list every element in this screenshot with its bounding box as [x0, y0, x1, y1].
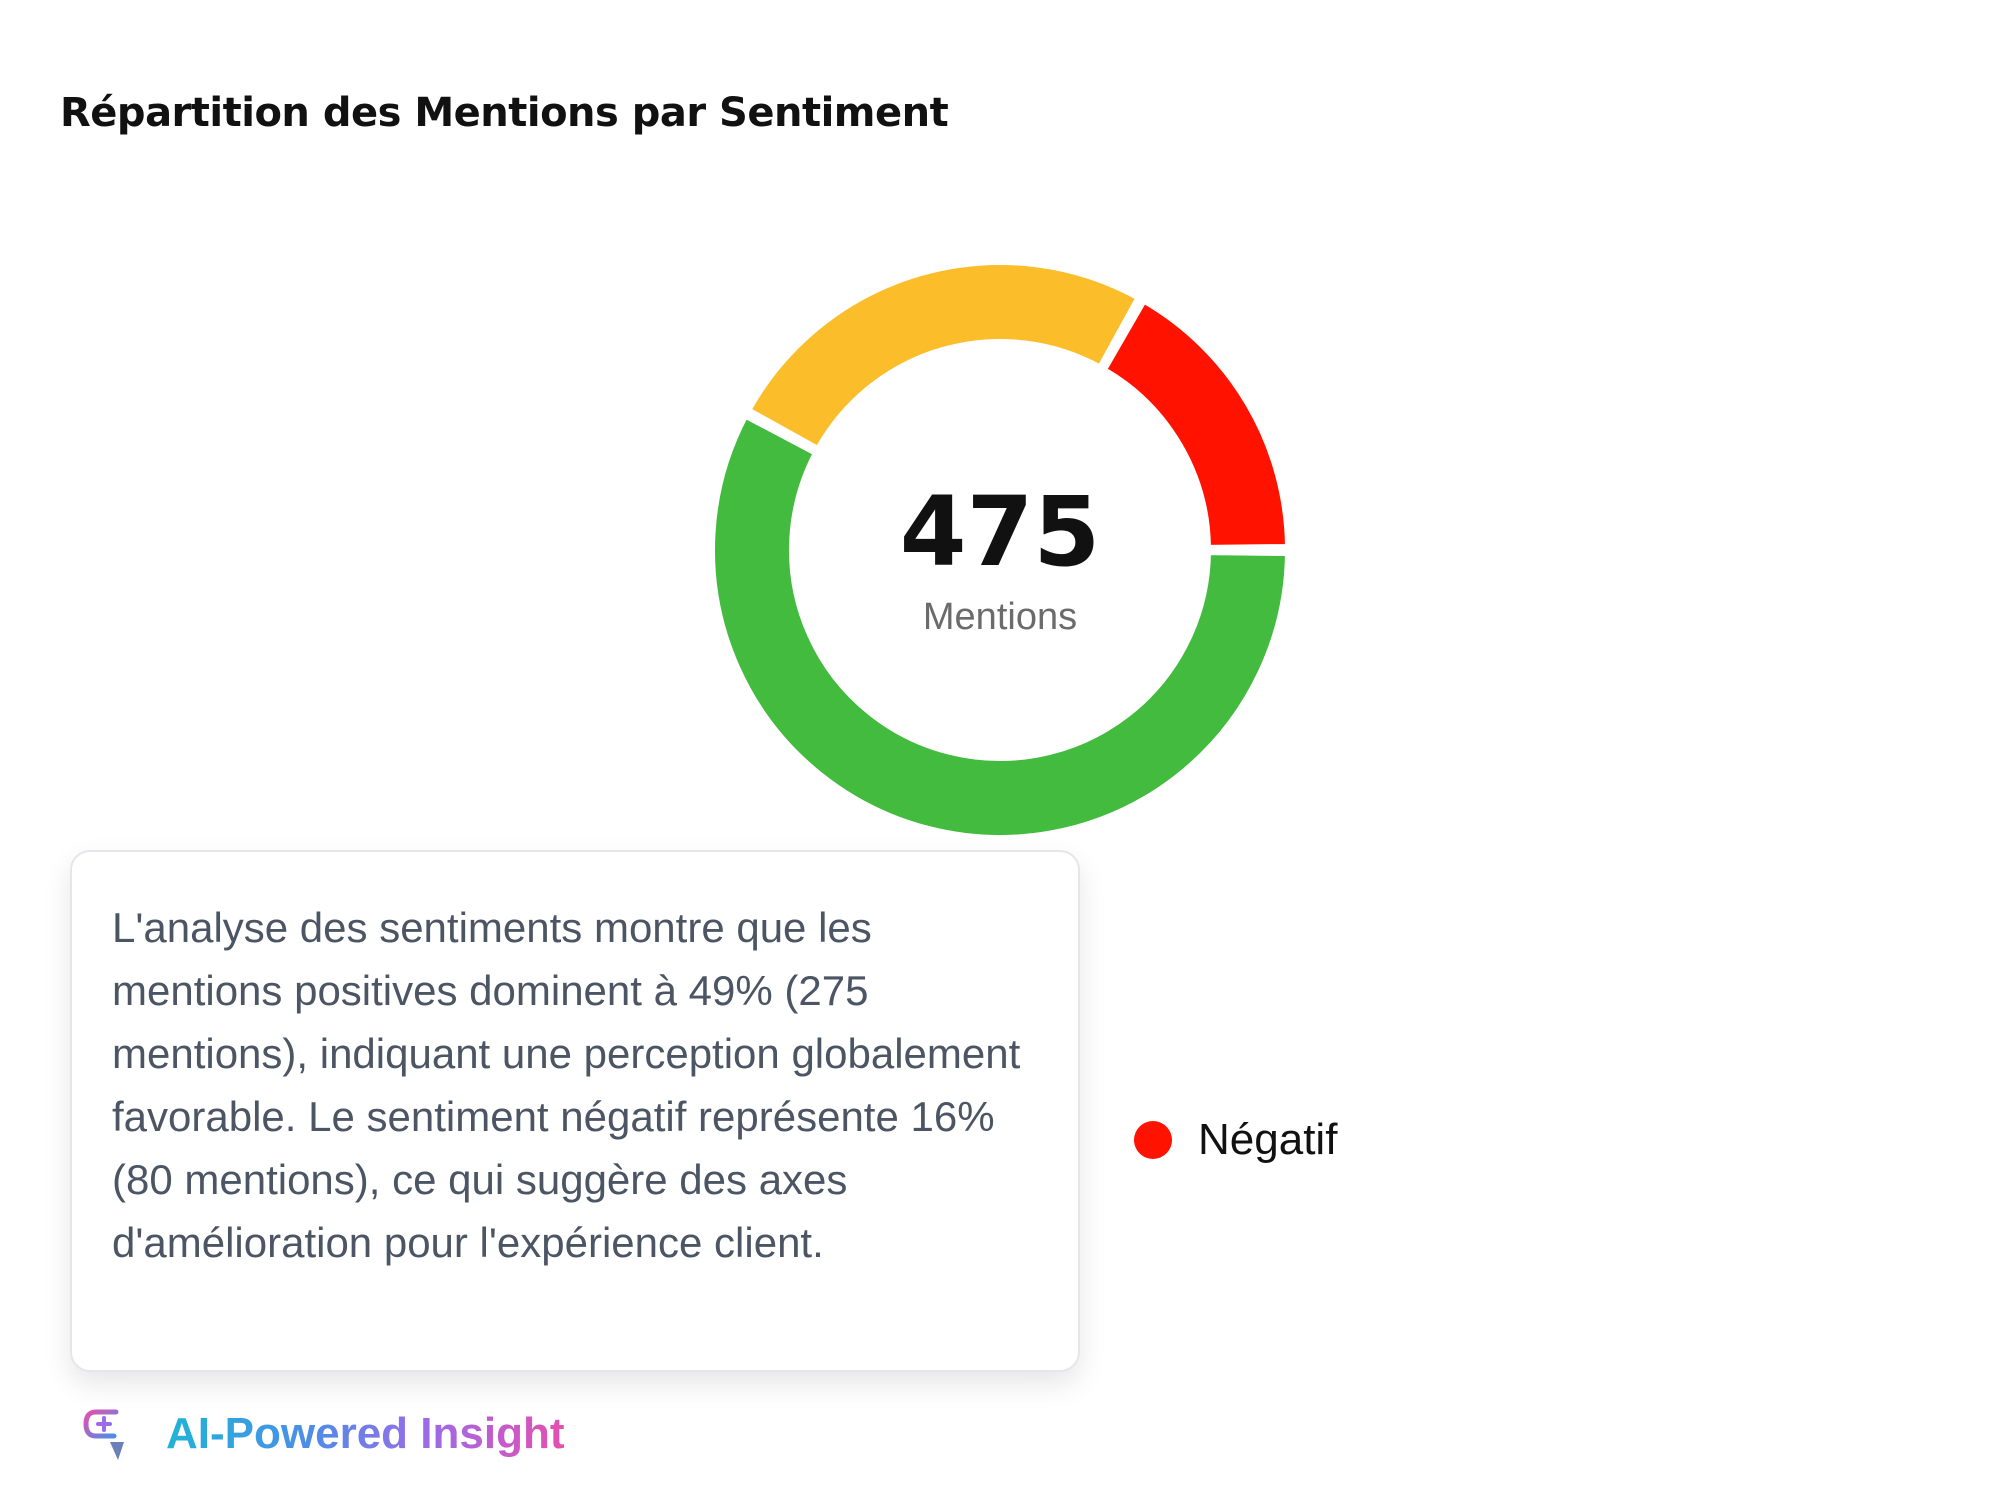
ai-insight-label: AI-Powered Insight — [166, 1409, 565, 1458]
insight-tooltip: L'analyse des sentiments montre que les … — [70, 850, 1080, 1372]
ai-insight-trigger[interactable]: AI-Powered Insight — [80, 1398, 564, 1470]
donut-chart: 475 Mentions — [700, 250, 1300, 850]
total-mentions-label: Mentions — [922, 596, 1078, 638]
legend-dot — [1134, 1121, 1172, 1159]
insight-tooltip-text: L'analyse des sentiments montre que les … — [112, 904, 1021, 1266]
donut-slice-positive[interactable] — [709, 412, 1291, 841]
legend-label: Négatif — [1198, 1115, 1338, 1164]
donut-svg — [709, 259, 1291, 841]
chart-title: Répartition des Mentions par Sentiment — [60, 90, 949, 136]
total-mentions-value: 475 — [899, 476, 1101, 588]
donut-slice-neutral[interactable] — [745, 259, 1142, 453]
donut-slice-negative[interactable] — [1100, 297, 1291, 551]
legend-item-negative[interactable]: Négatif — [1134, 1110, 1337, 1170]
ai-sparkle-icon — [83, 1409, 124, 1460]
